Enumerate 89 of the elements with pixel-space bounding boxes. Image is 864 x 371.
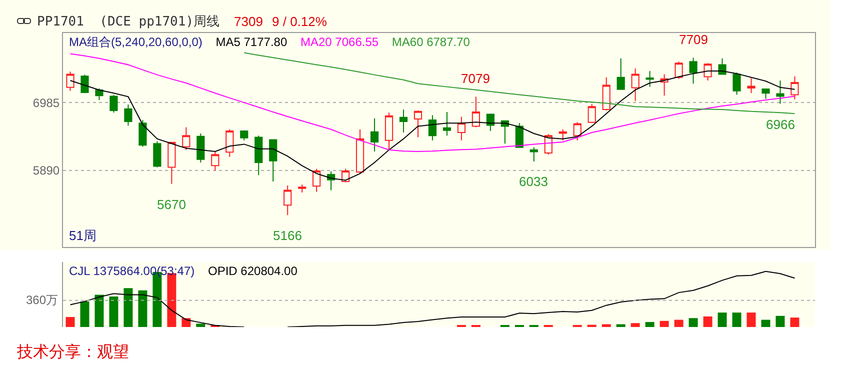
- bar: [182, 318, 191, 327]
- bar: [776, 316, 785, 327]
- candlestick: [254, 135, 263, 176]
- candlestick: [732, 72, 741, 96]
- candlestick: [558, 128, 567, 141]
- ref-line-label: 360万: [26, 293, 58, 307]
- bar: [746, 312, 756, 327]
- candlestick: [646, 70, 654, 88]
- annotation: 6966: [766, 117, 795, 132]
- candlestick: [110, 94, 118, 114]
- bar: [616, 324, 626, 327]
- annotation: 7709: [679, 32, 708, 47]
- candlestick: [457, 116, 466, 141]
- candlestick: [168, 141, 176, 184]
- bar: [790, 318, 800, 327]
- text: MA20 7066.55: [300, 35, 379, 49]
- bar: [94, 294, 104, 327]
- bar: [80, 301, 90, 327]
- candlestick: [298, 184, 306, 194]
- bar: [718, 312, 727, 327]
- candlestick: [530, 146, 538, 162]
- chart-title: PP1701 (DCE pp1701)周线: [37, 14, 220, 30]
- candlestick: [80, 74, 89, 94]
- text: OPID 620804.00: [208, 264, 298, 278]
- bar: [124, 288, 133, 327]
- candlestick: [414, 110, 422, 138]
- annotation: 6033: [519, 174, 548, 189]
- candlestick: [153, 140, 162, 168]
- candlestick: [762, 88, 770, 100]
- candlestick: [138, 119, 147, 148]
- bar: [674, 320, 684, 327]
- bar: [66, 317, 75, 327]
- candlestick: [631, 68, 640, 102]
- bar: [660, 320, 669, 327]
- candlestick: [211, 151, 220, 171]
- annotation: 5670: [157, 197, 186, 212]
- candlestick: [384, 112, 394, 150]
- y-tick-label: 5890: [32, 164, 60, 178]
- annotation: 5166: [273, 228, 302, 243]
- text: 9 / 0.12%: [272, 14, 328, 29]
- line-series: [70, 53, 796, 152]
- annotation: 51周: [69, 228, 96, 243]
- candlestick: [472, 96, 480, 128]
- legend-title: MA组合(5,240,20,60,0,0): [69, 35, 202, 49]
- candlestick: [182, 126, 190, 150]
- candlestick: [124, 104, 132, 126]
- candlestick: [269, 138, 278, 182]
- candlestick: [428, 114, 437, 141]
- bar: [645, 322, 654, 327]
- candlestick: [689, 57, 698, 84]
- bar: [602, 324, 611, 327]
- text: 7309: [234, 14, 263, 29]
- bar: [732, 312, 742, 327]
- candlestick: [616, 58, 625, 90]
- candlestick: [442, 112, 452, 136]
- candlestick: [284, 185, 292, 216]
- candlestick: [573, 122, 582, 141]
- bar: [138, 290, 148, 327]
- chart-title: CJL 1375864.00(53:47): [69, 264, 195, 278]
- y-tick-label: 6985: [32, 96, 60, 110]
- candlestick: [776, 80, 784, 104]
- candlestick: [718, 58, 726, 76]
- annotation: 7079: [461, 71, 490, 86]
- candlestick: [312, 168, 321, 192]
- line-series: [244, 52, 796, 114]
- candlestick: [240, 130, 248, 141]
- bar: [703, 316, 712, 327]
- candlestick: [486, 113, 494, 132]
- bar: [630, 323, 640, 327]
- candlestick: [515, 122, 524, 148]
- bar: [109, 296, 118, 327]
- candlestick: [704, 62, 712, 81]
- candlestick: [399, 109, 408, 134]
- candlestick: [226, 128, 234, 158]
- text: 技术分享：观望: [16, 343, 129, 361]
- candlestick: [588, 104, 596, 124]
- text: MA5 7177.80: [216, 35, 288, 49]
- candlestick: [66, 71, 74, 92]
- candlestick: [747, 78, 756, 94]
- candlestick: [602, 76, 610, 111]
- bar: [196, 324, 206, 327]
- candlestick: [196, 133, 205, 164]
- bar: [761, 320, 770, 327]
- candlestick: [790, 76, 799, 100]
- candlestick: [674, 61, 683, 80]
- candlestick: [356, 128, 364, 174]
- text: MA60 6787.70: [392, 35, 470, 49]
- candlestick: [370, 118, 379, 152]
- bar: [688, 318, 698, 327]
